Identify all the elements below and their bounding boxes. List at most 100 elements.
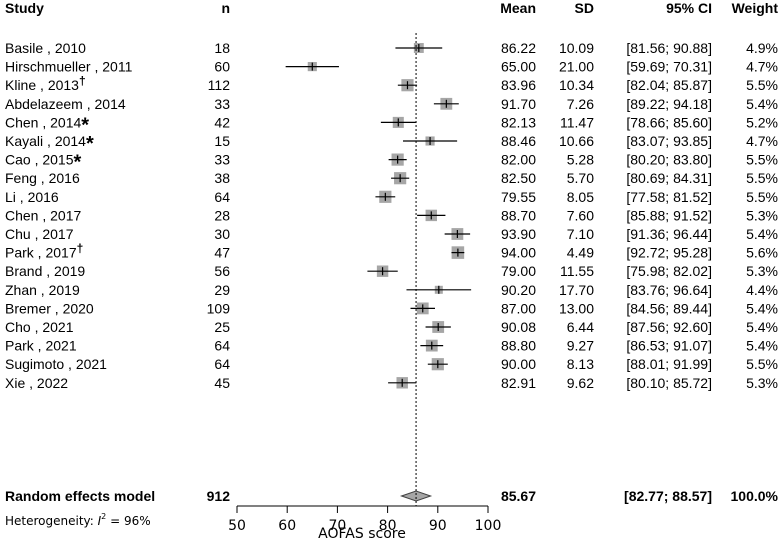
study-mean: 90.00 — [501, 356, 536, 372]
study-weight: 5.4% — [746, 300, 778, 316]
study-footnote-mark: * — [74, 152, 82, 174]
study-weight: 5.3% — [746, 375, 778, 391]
study-mean: 79.00 — [501, 263, 536, 279]
study-mean: 79.55 — [501, 189, 536, 205]
study-ci: [80.10; 85.72] — [626, 375, 712, 391]
summary-ci: [82.77; 88.57] — [624, 488, 712, 504]
study-separator: , — [83, 96, 95, 112]
study-year: 2014 — [95, 96, 126, 112]
study-name: Cao — [5, 152, 31, 168]
study-separator: , — [64, 356, 76, 372]
study-year: 2022 — [37, 375, 68, 391]
study-separator: , — [42, 263, 54, 279]
study-sd: 10.09 — [559, 40, 594, 56]
study-year: 2017 — [50, 207, 81, 223]
study-rows: Basile , 2010 18 86.22 10.09 [81.56; 90.88] 4… — [5, 40, 778, 391]
x-tick-label: 90 — [429, 518, 447, 534]
study-weight: 5.5% — [746, 170, 778, 186]
study-sd: 9.62 — [567, 375, 594, 391]
study-separator: , — [31, 319, 43, 335]
x-tick-label: 50 — [228, 518, 246, 534]
study-sd: 5.28 — [567, 152, 594, 168]
study-sd: 21.00 — [559, 59, 594, 75]
study-sd: 5.70 — [567, 170, 594, 186]
study-year: 2011 — [102, 59, 132, 75]
study-name: Sugimoto — [5, 356, 64, 372]
study-ci: [85.88; 91.52] — [626, 207, 712, 223]
study-ci: [83.07; 93.85] — [626, 133, 712, 149]
study-name: Li — [5, 189, 16, 205]
study-name: Kayali — [5, 133, 43, 149]
study-mean: 83.96 — [501, 77, 536, 93]
study-separator: , — [37, 170, 49, 186]
study-sd: 10.66 — [559, 133, 594, 149]
study-n: 47 — [214, 245, 230, 261]
x-axis-label: AOFAS score — [318, 526, 406, 542]
study-name: Abdelazeem — [5, 96, 83, 112]
study-label: Feng , 2016 — [5, 170, 80, 186]
study-n: 30 — [214, 226, 230, 242]
study-ci: [92.72; 95.28] — [626, 245, 712, 261]
study-mean: 88.46 — [501, 133, 536, 149]
study-name: Feng — [5, 170, 37, 186]
study-n: 15 — [214, 133, 230, 149]
study-label: Kline , 2013† — [5, 74, 86, 93]
study-mean: 88.70 — [501, 207, 536, 223]
study-ci: [80.69; 84.31] — [626, 170, 712, 186]
study-n: 112 — [208, 77, 231, 93]
study-weight: 5.3% — [746, 207, 778, 223]
study-sd: 11.55 — [560, 263, 594, 279]
summary-weight: 100.0% — [731, 488, 779, 504]
study-mean: 82.13 — [501, 114, 536, 130]
study-label: Xie , 2022 — [5, 375, 68, 391]
study-ci: [78.66; 85.60] — [626, 114, 712, 130]
study-label: Sugimoto , 2021 — [5, 356, 107, 372]
summary-diamond — [399, 490, 433, 502]
study-mean: 87.00 — [501, 300, 536, 316]
study-label: Kayali , 2014* — [5, 133, 94, 155]
study-n: 56 — [214, 263, 230, 279]
study-weight: 5.4% — [746, 319, 778, 335]
study-sd: 17.70 — [559, 282, 594, 298]
study-n: 25 — [214, 319, 230, 335]
study-label: Chen , 2017 — [5, 207, 81, 223]
study-label: Chu , 2017 — [5, 226, 74, 242]
study-label: Chen , 2014* — [5, 114, 89, 136]
header-mean: Mean — [500, 0, 536, 16]
study-separator: , — [34, 245, 46, 261]
study-separator: , — [51, 300, 63, 316]
study-separator: , — [37, 282, 49, 298]
study-weight: 5.5% — [746, 152, 778, 168]
study-label: Bremer , 2020 — [5, 300, 94, 316]
study-ci: [87.56; 92.60] — [626, 319, 712, 335]
study-name: Brand — [5, 263, 42, 279]
summary-row: Random effects model 912 85.67 [82.77; 8… — [5, 488, 779, 504]
study-weight: 5.4% — [746, 338, 778, 354]
study-label: Li , 2016 — [5, 189, 59, 205]
study-mean: 82.91 — [501, 375, 536, 391]
study-separator: , — [31, 226, 43, 242]
summary-label: Random effects model — [5, 488, 155, 504]
study-separator: , — [31, 152, 43, 168]
study-year: 2017 — [42, 226, 73, 242]
study-label: Cao , 2015* — [5, 152, 82, 174]
x-tick-label: 60 — [278, 518, 296, 534]
study-n: 45 — [214, 375, 230, 391]
study-year: 2016 — [49, 170, 80, 186]
study-ci: [91.36; 96.44] — [626, 226, 712, 242]
study-ci: [80.20; 83.80] — [626, 152, 712, 168]
study-mean: 94.00 — [501, 245, 536, 261]
header-weight: Weight — [732, 0, 779, 16]
study-ci: [88.01; 91.99] — [626, 356, 712, 372]
study-sd: 10.34 — [559, 77, 594, 93]
study-mean: 90.08 — [501, 319, 536, 335]
x-tick-label: 80 — [379, 518, 397, 534]
study-ci: [81.56; 90.88] — [626, 40, 712, 56]
study-n: 18 — [214, 40, 230, 56]
summary-n: 912 — [207, 488, 231, 504]
study-weight: 5.5% — [746, 189, 778, 205]
column-headers: Study n Mean SD 95% CI Weight — [5, 0, 778, 16]
study-sd: 6.44 — [567, 319, 594, 335]
study-footnote-mark: † — [77, 242, 84, 256]
